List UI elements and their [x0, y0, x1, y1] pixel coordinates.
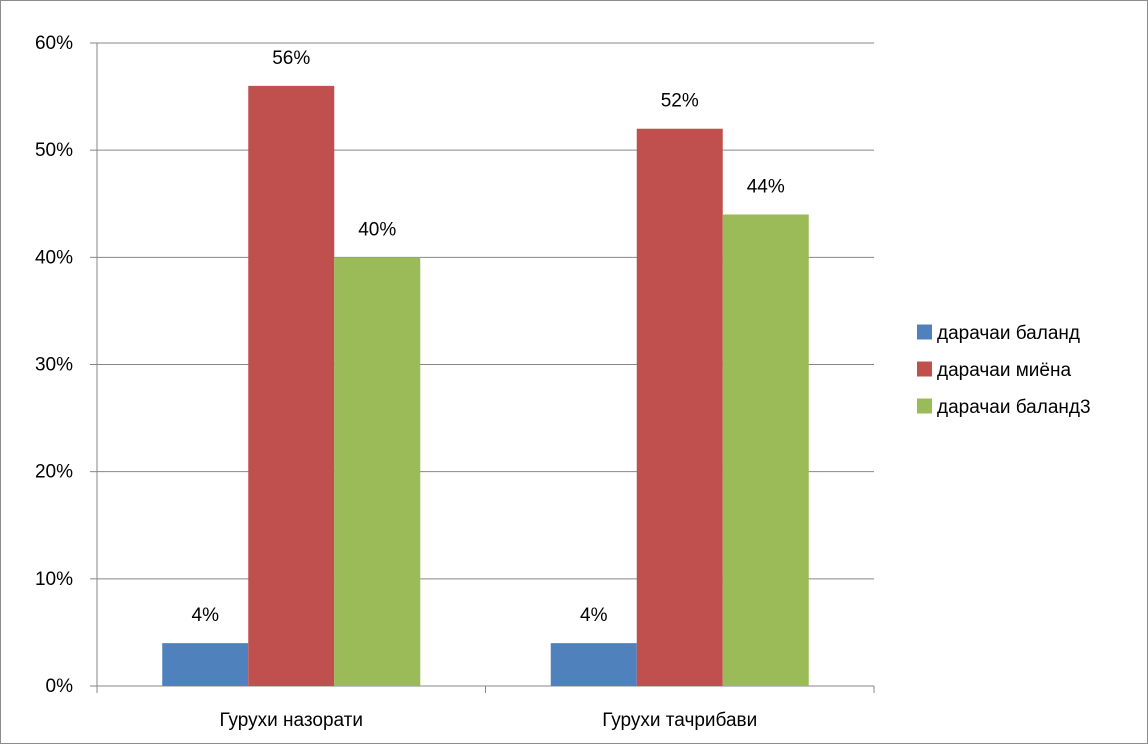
- legend-label: дарачаи баланд3: [937, 397, 1091, 418]
- bar: [248, 85, 335, 686]
- y-tick-label: 20%: [35, 462, 73, 483]
- bars: [162, 85, 809, 686]
- legend-swatch: [917, 361, 932, 377]
- y-tick-label: 40%: [35, 247, 73, 268]
- data-label: 4%: [580, 605, 608, 626]
- bar: [550, 643, 637, 686]
- data-label: 40%: [358, 219, 396, 240]
- data-label: 44%: [747, 176, 785, 197]
- bar: [334, 257, 421, 686]
- y-tick-label: 60%: [35, 33, 73, 54]
- x-tick-label: Гурухи тачрибави: [602, 710, 757, 731]
- legend-label: дарачаи баланд: [937, 323, 1080, 344]
- bar: [636, 128, 723, 686]
- data-label: 56%: [272, 48, 310, 69]
- legend-label: дарачаи миёна: [937, 360, 1071, 381]
- y-tick-label: 30%: [35, 355, 73, 376]
- axes: 0% 10% 20% 30% 40% 50% 60% Гурухи назорати Гурух…: [35, 33, 875, 731]
- y-tick-label: 50%: [35, 140, 73, 161]
- x-tick-label: Гурухи назорати: [220, 710, 364, 731]
- data-labels: 4% 56% 40% 4% 52% 44%: [192, 48, 785, 626]
- y-tick-label: 10%: [35, 569, 73, 590]
- legend-swatch: [917, 398, 932, 414]
- y-tick-label: 0%: [46, 676, 74, 697]
- data-label: 52%: [661, 91, 699, 112]
- legend: дарачаи баланд дарачаи миёна дарачаи балан…: [917, 323, 1091, 418]
- bar: [722, 214, 809, 686]
- data-label: 4%: [192, 605, 220, 626]
- bar: [162, 643, 249, 686]
- legend-swatch: [917, 324, 932, 340]
